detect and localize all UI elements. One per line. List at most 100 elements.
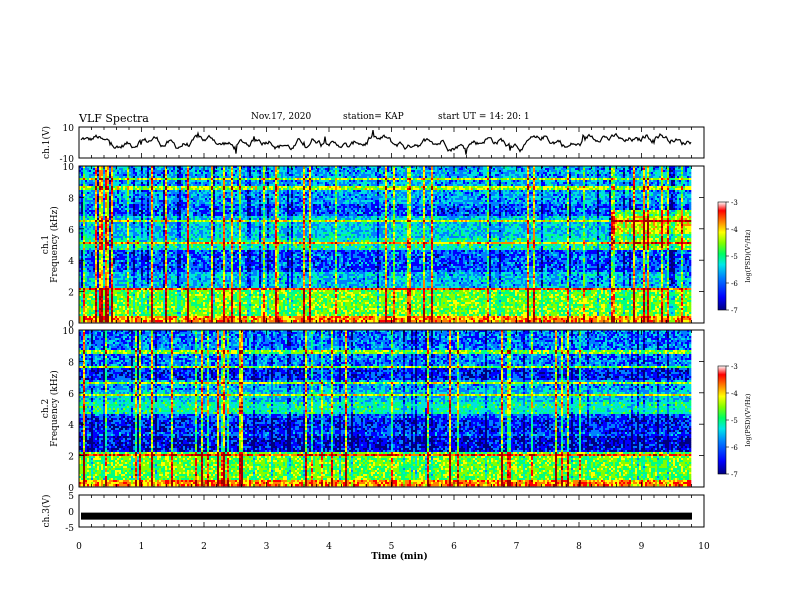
spectrogram-cell bbox=[569, 182, 572, 185]
spectrogram-cell bbox=[567, 172, 570, 175]
spectrogram-cell bbox=[543, 190, 546, 193]
spectrogram-cell bbox=[401, 170, 404, 173]
spectrogram-cell bbox=[641, 172, 644, 175]
spectrogram-cell bbox=[95, 194, 98, 197]
spectrogram-cell bbox=[343, 188, 346, 191]
spectrogram-cell bbox=[657, 186, 660, 189]
spectrogram-cell bbox=[309, 180, 312, 183]
spectrogram-cell bbox=[451, 190, 454, 193]
spectrogram-cell bbox=[167, 188, 170, 191]
spectrogram-cell bbox=[479, 172, 482, 175]
spectrogram-cell bbox=[287, 192, 290, 195]
spectrogram-cell bbox=[189, 172, 192, 175]
spectrogram-cell bbox=[379, 194, 382, 197]
spectrogram-cell bbox=[679, 168, 682, 171]
spectrogram-cell bbox=[169, 174, 172, 177]
spectrogram-cell bbox=[197, 170, 200, 173]
spectrogram-cell bbox=[677, 194, 680, 197]
spectrogram-cell bbox=[631, 196, 634, 199]
spectrogram-cell bbox=[687, 176, 690, 179]
spectrogram-cell bbox=[277, 192, 280, 195]
spectrogram-cell bbox=[617, 192, 620, 195]
spectrogram-cell bbox=[655, 184, 658, 187]
spectrogram-cell bbox=[385, 184, 388, 187]
spectrogram-cell bbox=[585, 190, 588, 193]
spectrogram-cell bbox=[545, 180, 548, 183]
spectrogram-cell bbox=[463, 190, 466, 193]
spectrogram-cell bbox=[213, 194, 216, 197]
spectrogram-cell bbox=[559, 188, 562, 191]
spectrogram-cell bbox=[507, 178, 510, 181]
spectrogram-cell bbox=[123, 170, 126, 173]
spectrogram-cell bbox=[93, 172, 96, 175]
spectrogram-cell bbox=[355, 174, 358, 177]
spectrogram-cell bbox=[111, 180, 114, 183]
spectrogram-cell bbox=[121, 186, 124, 189]
spectrogram-cell bbox=[333, 190, 336, 193]
spectrogram-cell bbox=[369, 176, 372, 179]
spectrogram-cell bbox=[273, 166, 276, 169]
spectrogram-cell bbox=[91, 180, 94, 183]
spectrogram-cell bbox=[363, 182, 366, 185]
spectrogram-cell bbox=[643, 172, 646, 175]
spectrogram-cell bbox=[385, 196, 388, 199]
spectrogram-cell bbox=[575, 196, 578, 199]
spectrogram-cell bbox=[373, 178, 376, 181]
spectrogram-cell bbox=[485, 194, 488, 197]
spectrogram-cell bbox=[607, 184, 610, 187]
spectrogram-cell bbox=[647, 176, 650, 179]
spectrogram-cell bbox=[431, 178, 434, 181]
ch1-waveform-line bbox=[80, 129, 692, 155]
spectrogram-cell bbox=[493, 168, 496, 171]
spectrogram-cell bbox=[667, 182, 670, 185]
spectrogram-cell bbox=[683, 170, 686, 173]
spectrogram-cell bbox=[463, 176, 466, 179]
spectrogram-cell bbox=[645, 178, 648, 181]
spectrogram-cell bbox=[101, 190, 104, 193]
spectrogram-cell bbox=[111, 196, 114, 199]
spectrogram-cell bbox=[213, 182, 216, 185]
spectrogram-cell bbox=[143, 182, 146, 185]
spectrogram-cell bbox=[447, 182, 450, 185]
spectrogram-cell bbox=[579, 182, 582, 185]
spectrogram-cell bbox=[639, 182, 642, 185]
spectrogram-cell bbox=[397, 166, 400, 169]
spectrogram-cell bbox=[463, 174, 466, 177]
spectrogram-cell bbox=[431, 190, 434, 193]
spectrogram-cell bbox=[289, 196, 292, 199]
spectrogram-cell bbox=[591, 196, 594, 199]
spectrogram-cell bbox=[121, 180, 124, 183]
spectrogram-cell bbox=[595, 190, 598, 193]
spectrogram-cell bbox=[231, 184, 234, 187]
spectrogram-cell bbox=[415, 178, 418, 181]
spectrogram-cell bbox=[333, 196, 336, 199]
spectrogram-cell bbox=[115, 186, 118, 189]
spectrogram-cell bbox=[475, 168, 478, 171]
spectrogram-cell bbox=[461, 172, 464, 175]
spectrogram-cell bbox=[591, 186, 594, 189]
spectrogram-cell bbox=[291, 172, 294, 175]
spectrogram-cell bbox=[311, 196, 314, 199]
spectrogram-cell bbox=[243, 194, 246, 197]
spectrogram-cell bbox=[361, 186, 364, 189]
spectrogram-cell bbox=[667, 174, 670, 177]
spectrogram-cell bbox=[499, 168, 502, 171]
spectrogram-cell bbox=[135, 192, 138, 195]
spectrogram-cell bbox=[235, 166, 238, 169]
spectrogram-cell bbox=[161, 194, 164, 197]
spectrogram-cell bbox=[453, 188, 456, 191]
spectrogram-cell bbox=[273, 188, 276, 191]
spectrogram-cell bbox=[473, 176, 476, 179]
spectrogram-cell bbox=[361, 166, 364, 169]
spectrogram-cell bbox=[673, 190, 676, 193]
spectrogram-cell bbox=[289, 190, 292, 193]
spectrogram-cell bbox=[687, 190, 690, 193]
spectrogram-cell bbox=[555, 178, 558, 181]
spectrogram-cell bbox=[167, 174, 170, 177]
spectrogram-cell bbox=[405, 180, 408, 183]
spectrogram-cell bbox=[163, 180, 166, 183]
spectrogram-cell bbox=[99, 178, 102, 181]
spectrogram-cell bbox=[669, 172, 672, 175]
spectrogram-cell bbox=[241, 190, 244, 193]
spectrogram-cell bbox=[535, 194, 538, 197]
